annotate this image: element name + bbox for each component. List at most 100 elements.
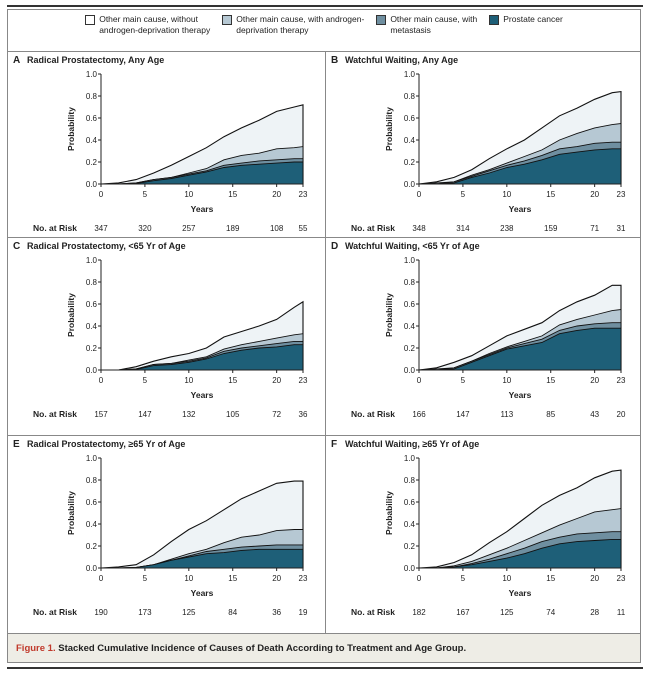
x-tick-label: 20: [590, 574, 599, 583]
risk-count: 85: [546, 410, 555, 419]
risk-row-label: No. at Risk: [351, 409, 395, 419]
y-tick-label: 0.0: [404, 564, 416, 573]
x-tick-label: 20: [272, 574, 281, 583]
x-tick-label: 23: [299, 574, 308, 583]
x-tick-label: 5: [143, 376, 148, 385]
risk-count: 19: [299, 608, 308, 617]
x-tick-label: 20: [590, 190, 599, 199]
legend-label: Other main cause, with metastasis: [390, 14, 477, 36]
legend-swatch: [85, 15, 96, 25]
x-tick-label: 20: [272, 190, 281, 199]
y-tick-label: 0.2: [86, 158, 98, 167]
risk-count: 159: [544, 224, 558, 233]
x-tick-label: 15: [546, 190, 555, 199]
legend-label-line: Other main cause, with: [390, 14, 478, 24]
chart-panel-c: C Radical Prostatectomy, <65 Yr of Age 0.0…: [13, 241, 308, 419]
x-tick-label: 0: [99, 376, 104, 385]
x-tick-label: 23: [617, 190, 626, 199]
x-axis-label: Years: [191, 588, 214, 598]
risk-count: 125: [182, 608, 196, 617]
panel-title: Watchful Waiting, <65 Yr of Age: [345, 241, 480, 251]
y-tick-label: 0.0: [404, 180, 416, 189]
legend-label: Other main cause, with androgen-deprivat…: [236, 14, 364, 36]
risk-count: 166: [412, 410, 426, 419]
x-tick-label: 5: [461, 574, 466, 583]
y-tick-label: 1.0: [86, 454, 98, 463]
y-axis-label: Probability: [384, 107, 394, 151]
x-tick-label: 0: [99, 574, 104, 583]
risk-count: 71: [590, 224, 599, 233]
panel-letter: C: [13, 241, 20, 252]
risk-count: 257: [182, 224, 196, 233]
y-tick-label: 1.0: [404, 70, 416, 79]
y-tick-label: 0.2: [86, 344, 98, 353]
risk-count: 238: [500, 224, 514, 233]
legend-swatch: [489, 15, 500, 25]
y-axis-label: Probability: [66, 491, 76, 535]
top-rule: [7, 5, 643, 7]
legend-item-other-adt: Other main cause, with androgen-deprivat…: [222, 14, 364, 36]
risk-count: 72: [272, 410, 281, 419]
x-axis-label: Years: [509, 204, 532, 214]
x-tick-label: 15: [546, 376, 555, 385]
figure-label: Figure 1.: [16, 643, 56, 654]
y-tick-label: 0.0: [404, 366, 416, 375]
y-tick-label: 0.8: [404, 92, 416, 101]
x-tick-label: 0: [417, 376, 422, 385]
x-tick-label: 5: [461, 190, 466, 199]
legend-label-line: Other main cause, without: [99, 14, 198, 24]
x-tick-label: 23: [299, 376, 308, 385]
y-axis-label: Probability: [384, 293, 394, 337]
y-tick-label: 0.4: [404, 520, 416, 529]
y-tick-label: 0.0: [86, 366, 98, 375]
y-tick-label: 0.8: [86, 278, 98, 287]
area-series-4: [419, 327, 622, 371]
x-tick-label: 10: [502, 190, 511, 199]
legend-item-prostate-cancer: Prostate cancer: [489, 14, 563, 25]
y-tick-label: 0.8: [86, 92, 98, 101]
risk-count: 36: [272, 608, 281, 617]
panel-letter: A: [13, 55, 20, 66]
risk-count: 55: [299, 224, 308, 233]
panel-title: Radical Prostatectomy, ≥65 Yr of Age: [27, 439, 185, 449]
y-tick-label: 0.6: [404, 498, 416, 507]
bottom-rule: [7, 667, 643, 669]
chart-panel-e: E Radical Prostatectomy, ≥65 Yr of Age 0.0…: [13, 439, 308, 617]
risk-count: 105: [226, 410, 240, 419]
legend-label-line: metastasis: [390, 25, 431, 35]
panel-title: Radical Prostatectomy, <65 Yr of Age: [27, 241, 186, 251]
x-tick-label: 5: [461, 376, 466, 385]
column-divider: [325, 52, 326, 633]
y-tick-label: 0.2: [86, 542, 98, 551]
y-axis-label: Probability: [384, 491, 394, 535]
area-series-4: [419, 538, 622, 569]
x-tick-label: 20: [272, 376, 281, 385]
y-tick-label: 0.8: [404, 476, 416, 485]
legend-label: Prostate cancer: [503, 14, 563, 24]
x-tick-label: 5: [143, 574, 148, 583]
risk-count: 36: [299, 410, 308, 419]
x-tick-label: 15: [546, 574, 555, 583]
x-tick-label: 23: [299, 190, 308, 199]
risk-count: 74: [546, 608, 555, 617]
x-axis-label: Years: [191, 390, 214, 400]
legend-item-other-metastasis: Other main cause, with metastasis: [376, 14, 477, 36]
y-tick-label: 0.8: [404, 278, 416, 287]
risk-row-label: No. at Risk: [33, 223, 77, 233]
panel-letter: E: [13, 439, 20, 450]
figure-frame: [7, 9, 641, 663]
panel-title: Watchful Waiting, ≥65 Yr of Age: [345, 439, 479, 449]
risk-count: 125: [500, 608, 514, 617]
risk-count: 157: [94, 410, 108, 419]
y-tick-label: 0.2: [404, 344, 416, 353]
risk-count: 108: [270, 224, 284, 233]
risk-row-label: No. at Risk: [33, 409, 77, 419]
risk-count: 11: [617, 608, 626, 617]
y-tick-label: 0.2: [404, 542, 416, 551]
y-tick-label: 0.8: [86, 476, 98, 485]
risk-count: 132: [182, 410, 196, 419]
x-tick-label: 23: [617, 376, 626, 385]
y-tick-label: 0.4: [86, 520, 98, 529]
area-series-4: [419, 148, 622, 185]
x-tick-label: 15: [228, 376, 237, 385]
